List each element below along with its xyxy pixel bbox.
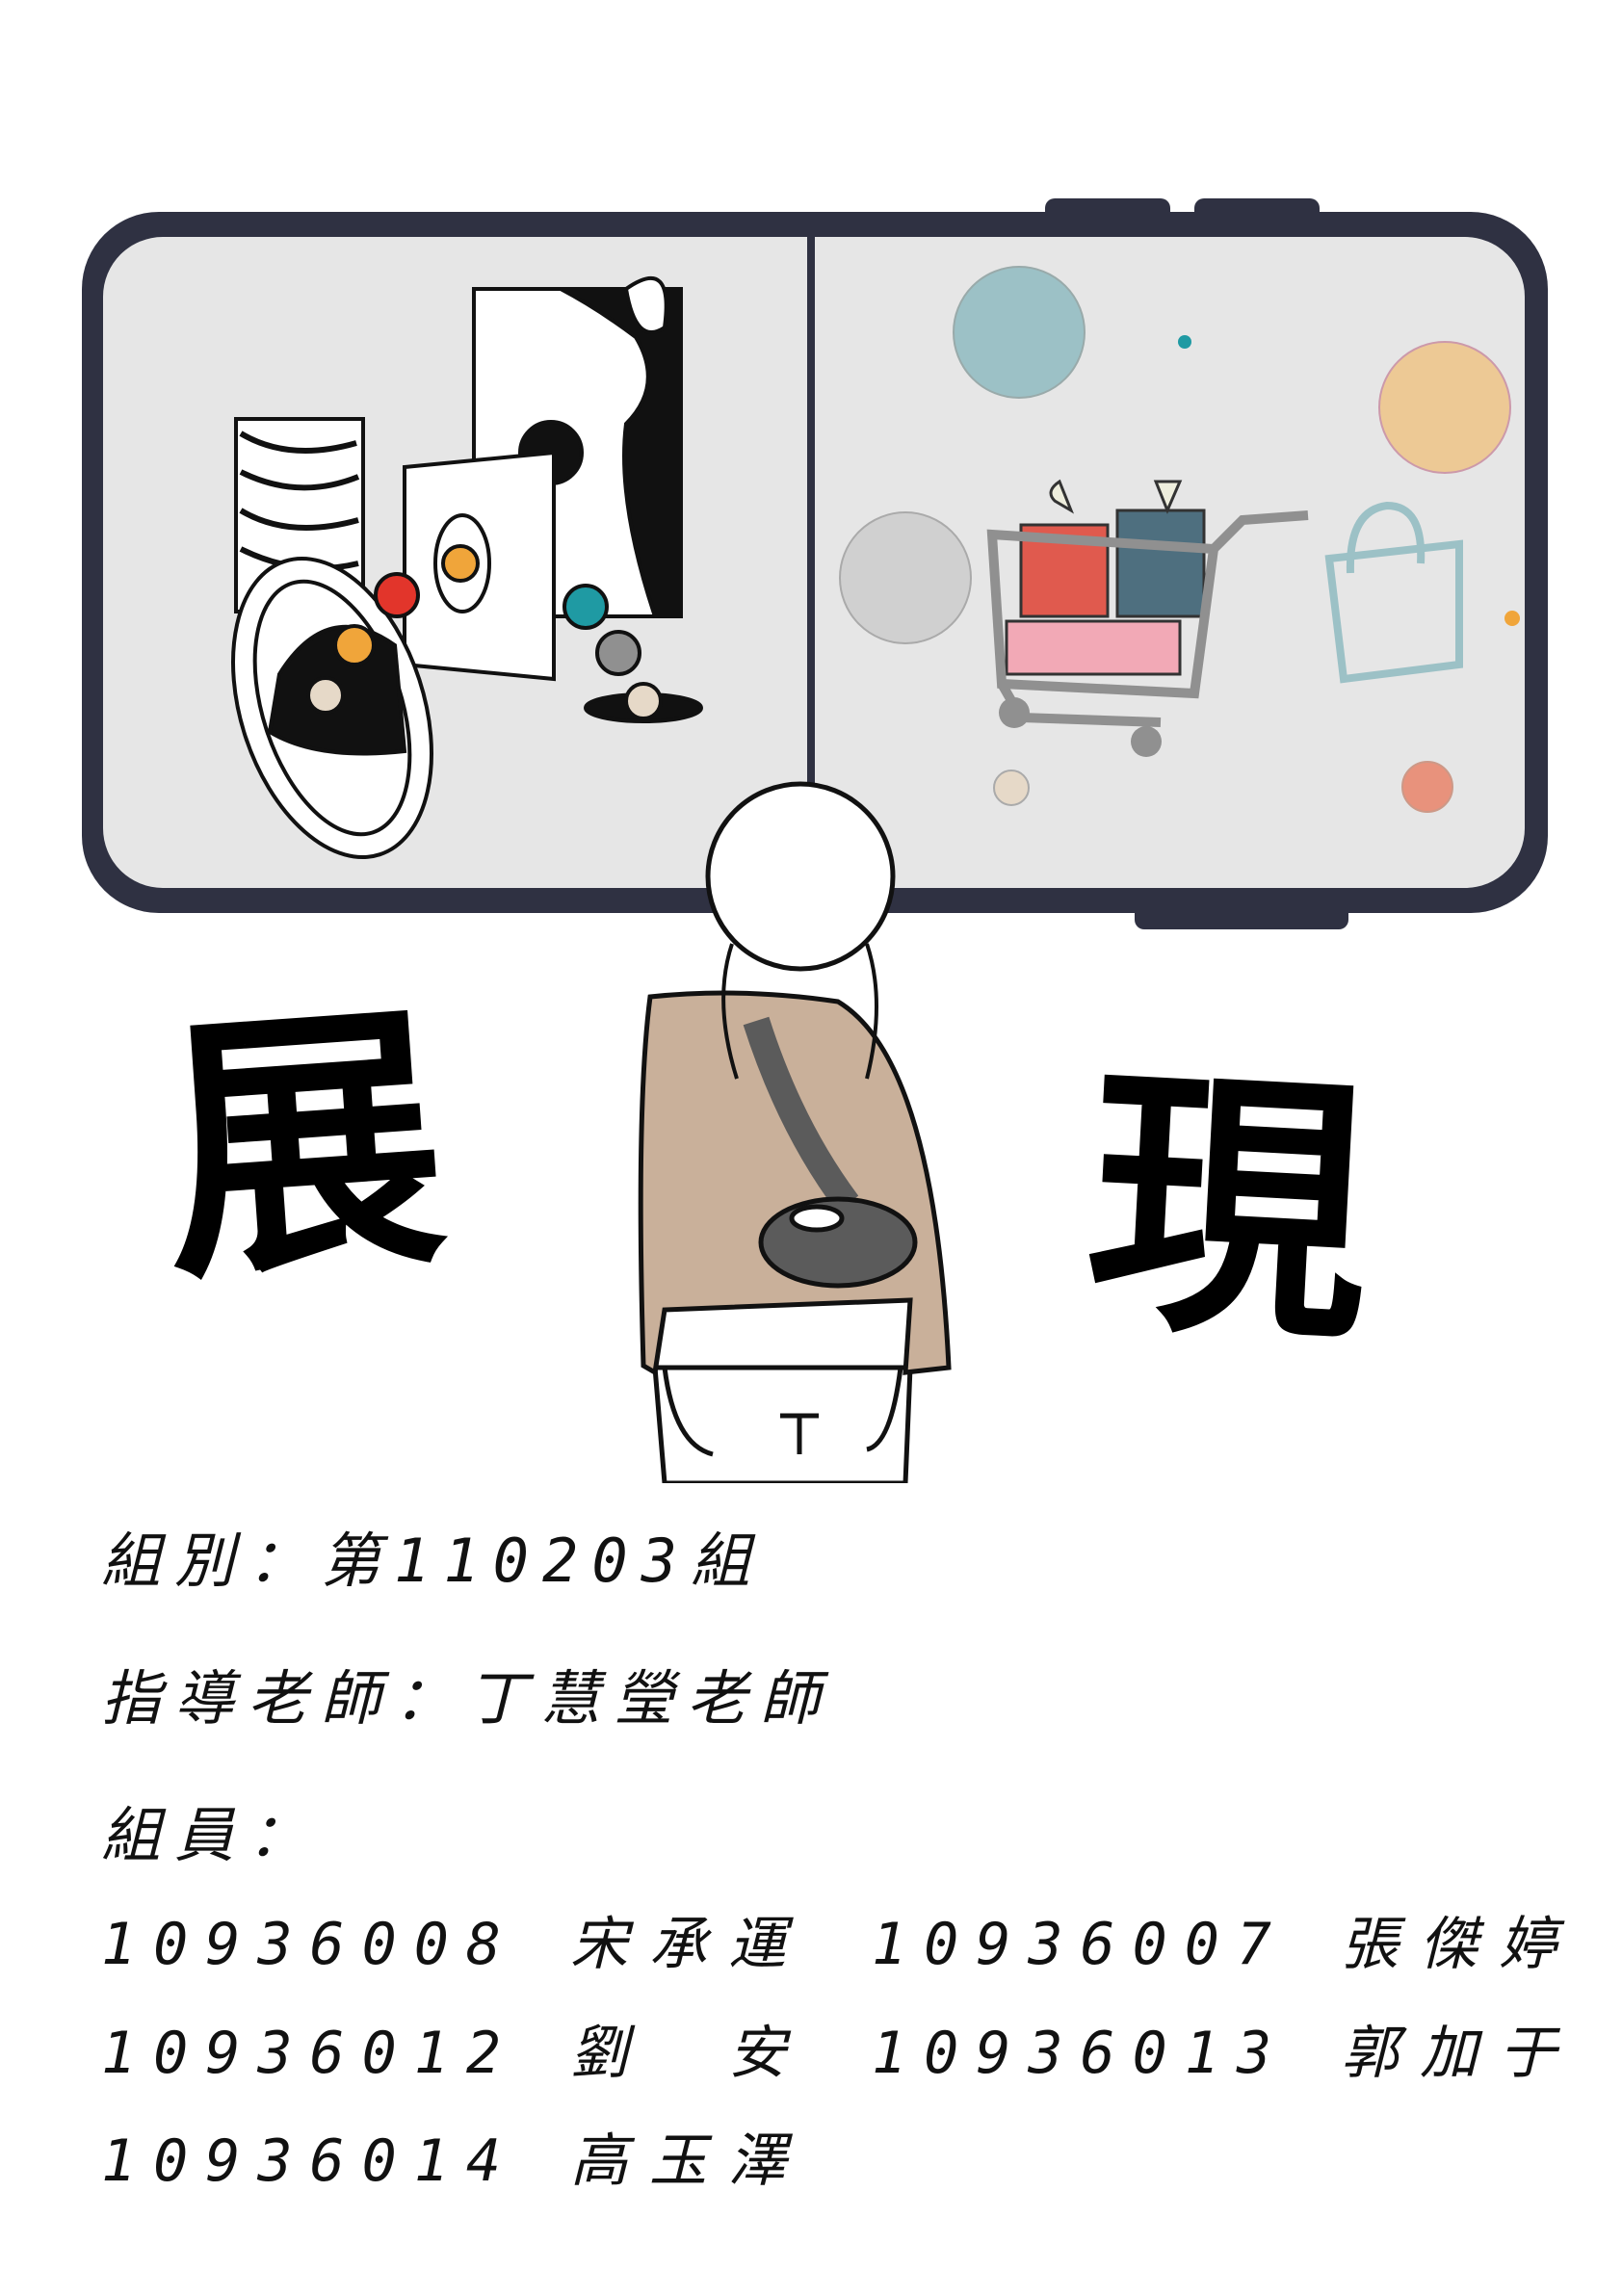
phone-illustration [82,198,1548,929]
art-gallery-illustration [231,276,703,859]
advisor-label: 指導老師： [101,1663,468,1734]
member-name: 高玉澤 [569,2127,807,2195]
member-id: 10936008 [101,1911,518,1978]
group-label: 組別： [101,1526,322,1596]
member-name: 郭加于 [1340,2020,1578,2087]
member-row: 10936013 郭加于 [872,2006,1578,2090]
member-id: 10936007 [872,1911,1289,1978]
member-id: 10936012 [101,2020,518,2087]
advisor-line: 指導老師：丁慧瑩老師 [101,1650,833,1736]
group-line: 組別：第110203組 [101,1512,764,1599]
member-name: 張傑婷 [1340,1911,1578,1978]
title-right-char: 現 [1080,1037,1376,1380]
members-label: 組員： [101,1800,322,1870]
member-id: 10936013 [872,2020,1289,2087]
title-left-char: 展 [152,973,455,1319]
poster-illustration [82,198,1548,1483]
member-id: 10936014 [101,2127,518,2195]
member-name: 宋承運 [569,1911,807,1978]
group-value: 第110203組 [321,1526,764,1596]
member-row: 10936007 張傑婷 [872,1897,1578,1981]
girl-illustration [638,781,952,1483]
advisor-value: 丁慧瑩老師 [467,1663,834,1734]
member-row: 10936012 劉 安 [101,2006,807,2090]
member-name: 劉 安 [569,2020,807,2087]
member-row: 10936014 高玉澤 [101,2114,807,2198]
shopping-illustration [839,266,1520,813]
member-row: 10936008 宋承運 [101,1897,807,1981]
